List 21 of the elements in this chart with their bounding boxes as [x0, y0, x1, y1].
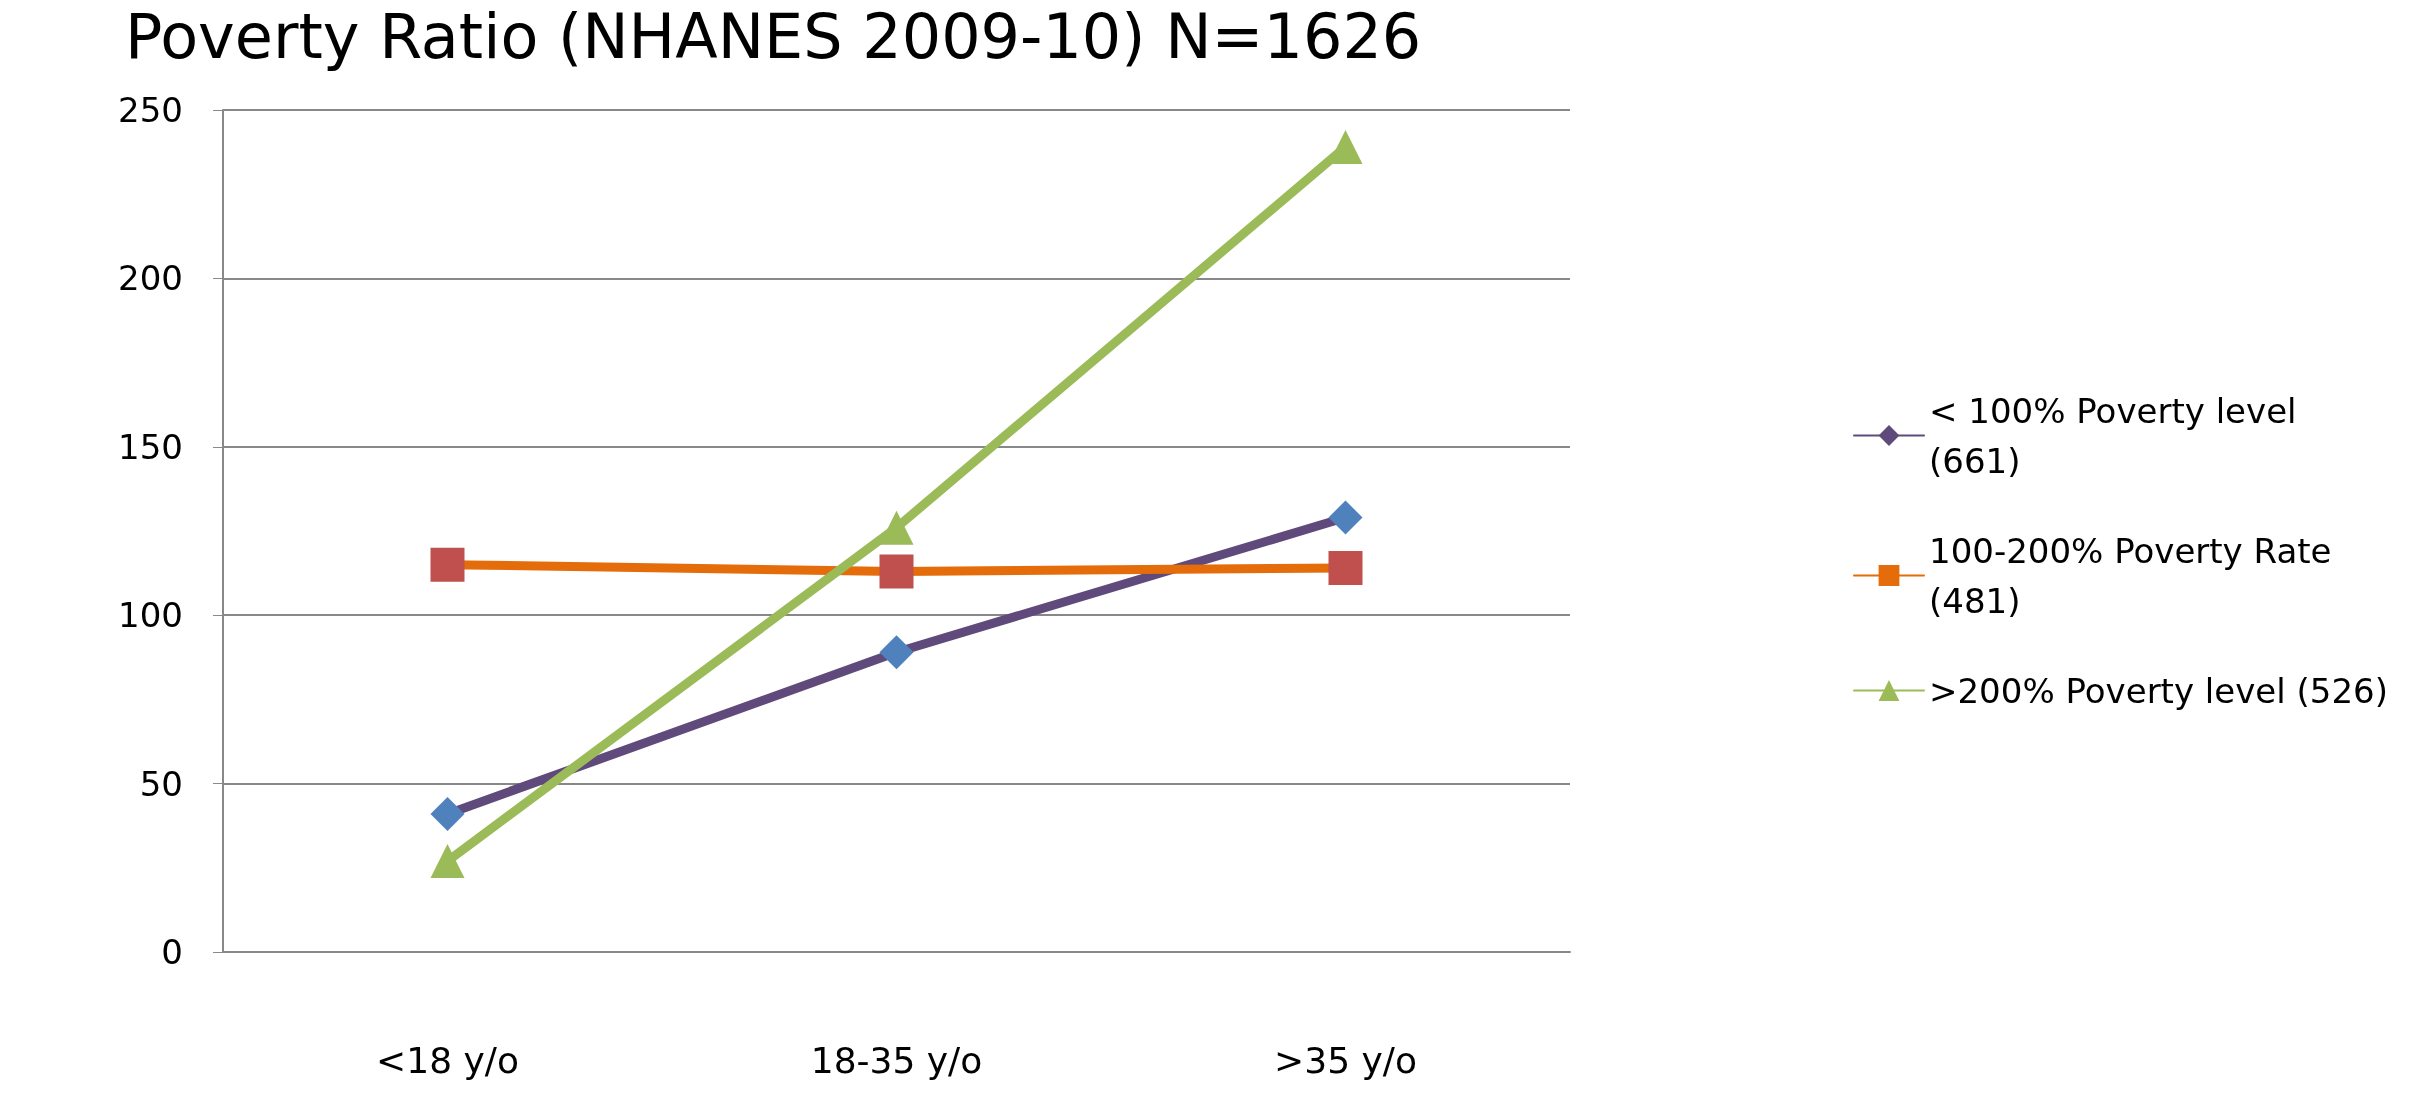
x-tick-label: <18 y/o: [376, 1039, 519, 1081]
point: [1328, 500, 1363, 535]
y-tick-label: 100: [118, 595, 183, 636]
point: [879, 635, 914, 670]
y-tick-label: 0: [161, 932, 183, 972]
chart-title: Poverty Ratio (NHANES 2009-10) N=1626: [125, 0, 1422, 73]
y-tick-label: 50: [139, 763, 183, 804]
point: [1328, 551, 1363, 586]
y-tick-label: 250: [118, 90, 183, 130]
point: [879, 510, 914, 545]
legend-label: 100-200% Poverty Rate (481): [1929, 530, 2343, 621]
x-tick-label: 18-35 y/o: [810, 1039, 983, 1081]
point: [430, 796, 465, 831]
point: [430, 547, 465, 582]
y-tick-label: 150: [118, 426, 183, 467]
x-tick-label: >35 y/o: [1274, 1039, 1417, 1081]
point: [430, 844, 465, 879]
legend-label: < 100% Poverty level (661): [1929, 390, 2308, 481]
legend-label: >200% Poverty level (526): [1929, 670, 2388, 711]
y-tick-label: 200: [118, 258, 183, 299]
point: [879, 554, 914, 589]
